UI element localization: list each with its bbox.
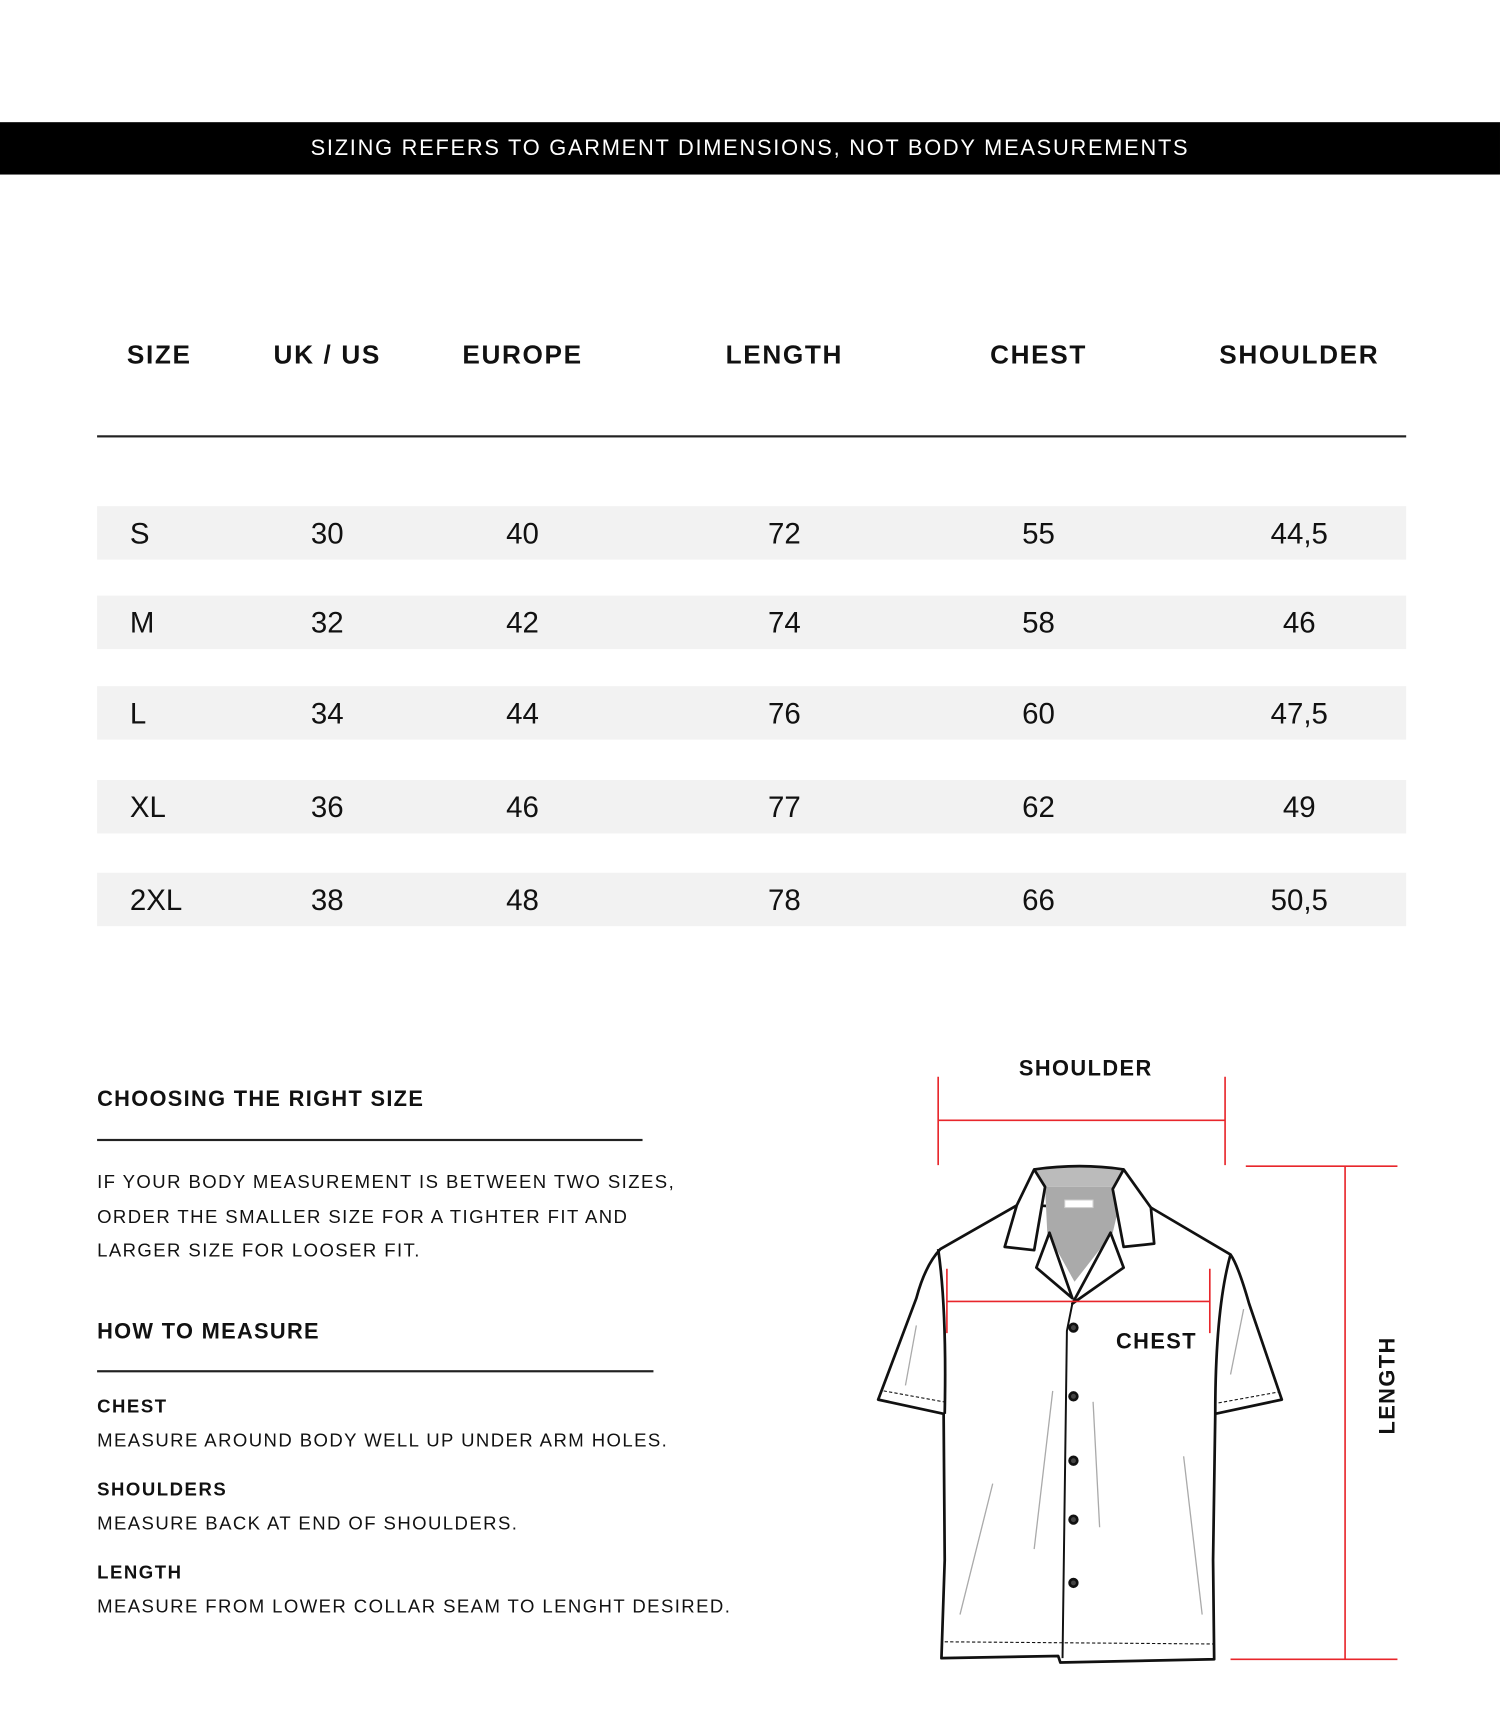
table-row: L 34 44 76 60 47,5 <box>97 686 1407 740</box>
choosing-divider <box>97 1138 643 1141</box>
header-size: SIZE <box>126 340 192 370</box>
table-cell-chest: 58 <box>1022 606 1055 640</box>
table-cell-size: 2XL <box>129 883 183 917</box>
table-cell-shoulder: 47,5 <box>1270 697 1328 730</box>
chest-text: MEASURE AROUND BODY WELL UP UNDER ARM HO… <box>97 1430 669 1451</box>
table-cell-uk-us: 34 <box>310 697 344 730</box>
header-divider <box>97 435 1407 438</box>
table-cell-size: XL <box>129 790 166 824</box>
shoulder-diagram-label: SHOULDER <box>1018 1057 1153 1082</box>
chest-measure-line <box>946 1268 1211 1334</box>
table-cell-chest: 66 <box>1022 883 1055 917</box>
chest-label: CHEST <box>97 1396 168 1418</box>
shoulder-measure-line <box>937 1076 1226 1166</box>
choosing-line: ORDER THE SMALLER SIZE FOR A TIGHTER FIT… <box>97 1206 629 1228</box>
table-cell-europe: 46 <box>506 790 539 824</box>
table-cell-uk-us: 38 <box>310 883 344 917</box>
table-cell-europe: 42 <box>506 606 539 640</box>
table-cell-length: 72 <box>767 517 801 550</box>
shoulders-text: MEASURE BACK AT END OF SHOULDERS. <box>97 1513 519 1534</box>
shirt-illustration <box>876 1164 1284 1664</box>
table-cell-chest: 62 <box>1022 790 1055 824</box>
length-text: MEASURE FROM LOWER COLLAR SEAM TO LENGHT… <box>97 1595 732 1617</box>
table-cell-europe: 44 <box>506 697 539 730</box>
sizing-banner: SIZING REFERS TO GARMENT DIMENSIONS, NOT… <box>0 122 1500 175</box>
table-cell-chest: 55 <box>1022 517 1055 550</box>
table-cell-europe: 48 <box>506 883 539 917</box>
choosing-line: LARGER SIZE FOR LOOSER FIT. <box>97 1240 421 1262</box>
length-diagram-label: LENGTH <box>1376 1336 1401 1435</box>
table-cell-europe: 40 <box>506 517 539 550</box>
table-cell-uk-us: 36 <box>310 790 344 824</box>
header-europe: EUROPE <box>462 340 583 370</box>
length-label: LENGTH <box>97 1562 183 1583</box>
table-cell-uk-us: 30 <box>310 517 344 550</box>
table-cell-length: 76 <box>767 697 801 730</box>
header-uk-us: UK / US <box>273 340 382 370</box>
choosing-line: IF YOUR BODY MEASUREMENT IS BETWEEN TWO … <box>97 1171 676 1193</box>
measure-title: HOW TO MEASURE <box>97 1319 320 1344</box>
table-cell-length: 74 <box>767 606 801 640</box>
header-length: LENGTH <box>725 340 844 370</box>
table-cell-length: 78 <box>767 883 801 917</box>
table-cell-chest: 60 <box>1022 697 1055 730</box>
table-cell-uk-us: 32 <box>310 606 344 640</box>
length-measure-line <box>1230 1165 1398 1661</box>
table-row: 2XL 38 48 78 66 50,5 <box>97 872 1407 927</box>
table-cell-size: L <box>129 697 147 730</box>
table-cell-length: 77 <box>767 790 801 824</box>
header-shoulder: SHOULDER <box>1219 340 1380 370</box>
table-cell-size: M <box>129 606 155 640</box>
table-row: XL 36 46 77 62 49 <box>97 779 1407 834</box>
table-row: S 30 40 72 55 44,5 <box>97 506 1407 560</box>
table-cell-shoulder: 46 <box>1282 606 1316 640</box>
measure-divider <box>97 1370 654 1372</box>
table-cell-shoulder: 49 <box>1282 790 1316 824</box>
table-cell-shoulder: 44,5 <box>1270 517 1328 550</box>
table-cell-shoulder: 50,5 <box>1270 883 1328 917</box>
header-chest: CHEST <box>990 340 1087 370</box>
shoulders-label: SHOULDERS <box>97 1479 228 1500</box>
measure-lines <box>937 1076 1398 1661</box>
chest-diagram-label: CHEST <box>1115 1329 1198 1354</box>
choosing-title: CHOOSING THE RIGHT SIZE <box>97 1087 425 1112</box>
table-cell-size: S <box>129 517 150 550</box>
table-row: M 32 42 74 58 46 <box>97 595 1407 650</box>
